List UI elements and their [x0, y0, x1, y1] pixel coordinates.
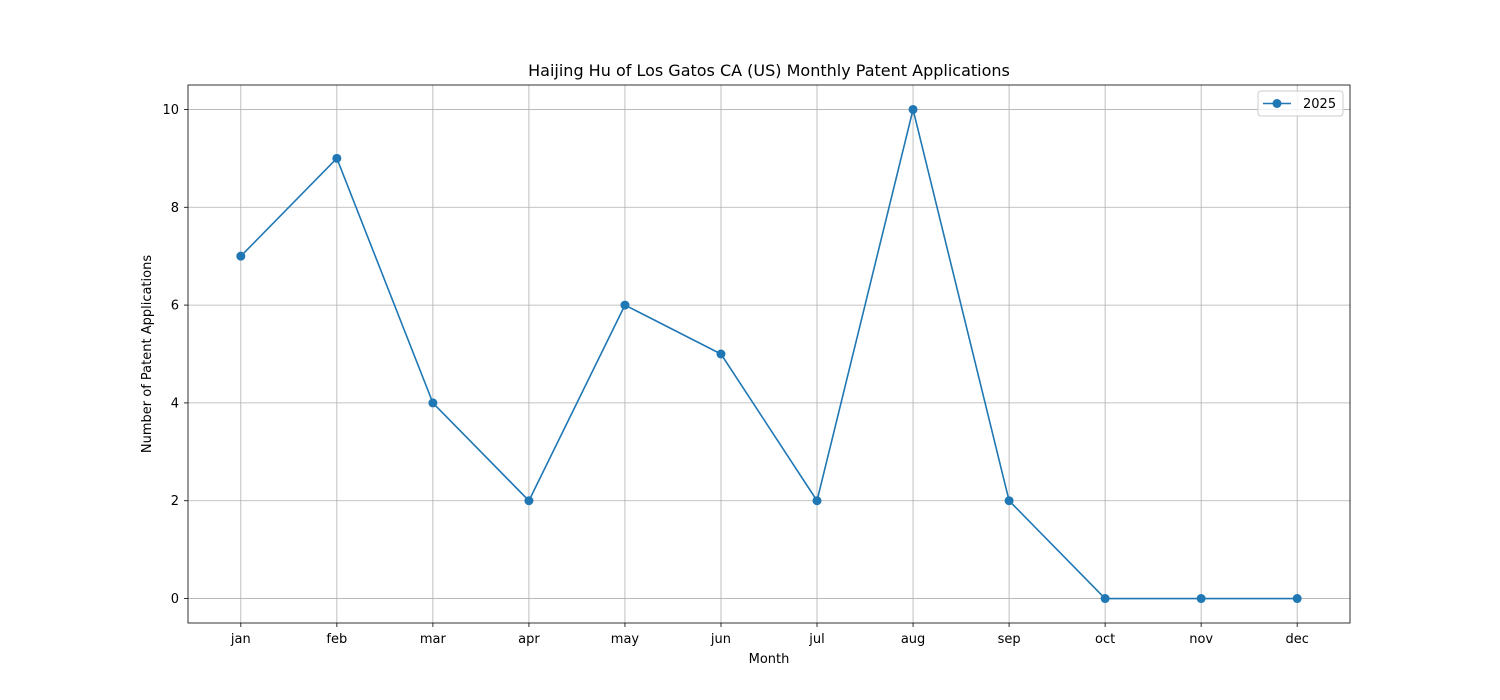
y-tick-label: 8 — [171, 201, 179, 216]
data-point — [236, 252, 245, 261]
x-tick-label: sep — [998, 632, 1021, 647]
y-axis-label: Number of Patent Applications — [140, 255, 155, 453]
series-layer — [236, 105, 1301, 603]
data-point — [813, 496, 822, 505]
x-tick-label: apr — [518, 632, 540, 647]
legend-marker-sample — [1273, 99, 1282, 108]
grid — [188, 85, 1350, 623]
data-point — [909, 105, 918, 114]
x-tick-label: jul — [808, 632, 824, 647]
y-tick-label: 0 — [171, 592, 179, 607]
x-tick-label: feb — [326, 632, 347, 647]
data-point — [1005, 496, 1014, 505]
y-tick-label: 4 — [171, 396, 179, 411]
data-point — [428, 398, 437, 407]
chart-title: Haijing Hu of Los Gatos CA (US) Monthly … — [528, 61, 1010, 80]
x-tick-label: dec — [1285, 632, 1308, 647]
x-axis-label: Month — [749, 652, 790, 667]
x-tick-label: jan — [230, 632, 251, 647]
legend: 2025 — [1258, 91, 1343, 116]
x-tick-label: mar — [420, 632, 447, 647]
legend-label: 2025 — [1303, 97, 1336, 112]
data-point — [716, 350, 725, 359]
x-tick-label: aug — [901, 632, 925, 647]
y-axis-ticks: 0 2 4 6 8 10 — [162, 103, 188, 607]
plot-frame — [188, 85, 1350, 623]
data-point — [524, 496, 533, 505]
x-tick-label: jun — [710, 632, 731, 647]
data-point — [1101, 594, 1110, 603]
data-point — [332, 154, 341, 163]
x-tick-label: oct — [1095, 632, 1115, 647]
x-tick-label: nov — [1189, 632, 1213, 647]
y-tick-label: 6 — [171, 299, 179, 314]
y-tick-label: 10 — [162, 103, 179, 118]
data-point — [620, 301, 629, 310]
x-tick-label: may — [611, 632, 640, 647]
series-line — [241, 109, 1297, 598]
data-point — [1293, 594, 1302, 603]
data-point — [1197, 594, 1206, 603]
y-tick-label: 2 — [171, 494, 179, 509]
x-axis-ticks: jan feb mar apr may jun jul aug sep oct nov dec — [230, 623, 1309, 647]
